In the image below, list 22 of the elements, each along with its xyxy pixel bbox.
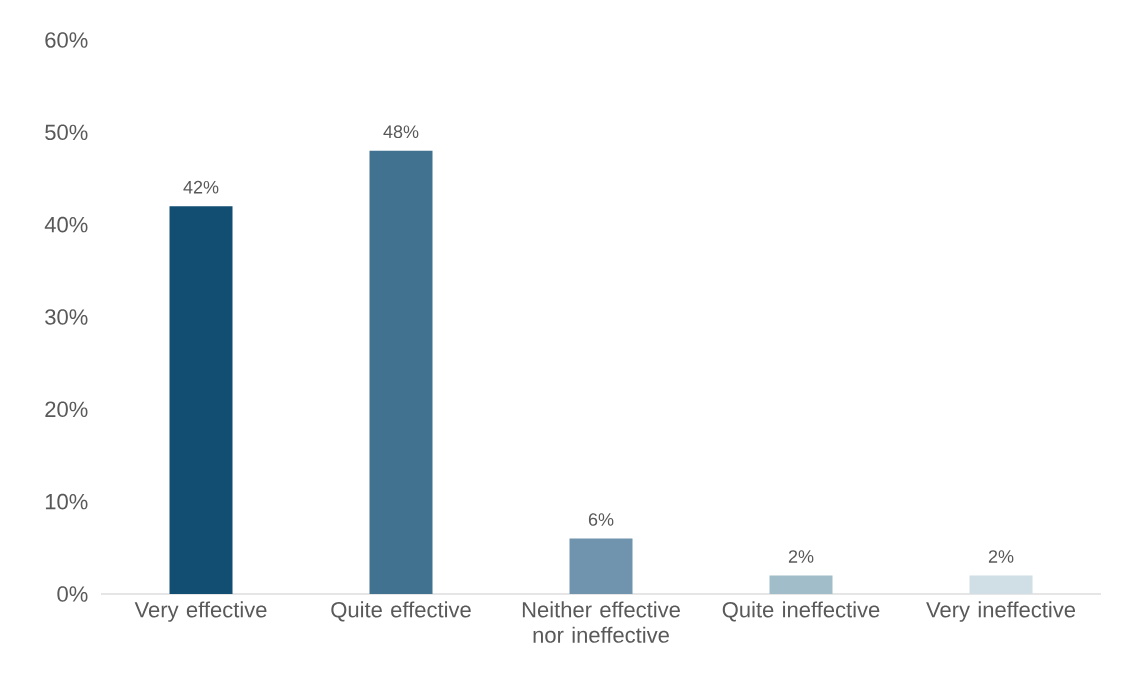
x-tick-label: Very effective (134, 601, 267, 622)
y-tick-label: 20% (45, 401, 88, 418)
bar (169, 206, 233, 594)
bar (369, 150, 433, 594)
x-tick-label: Neither effective nor ineffective (522, 601, 680, 643)
bar (769, 575, 833, 594)
y-tick-label: 30% (45, 309, 88, 325)
data-label: 48% (383, 125, 419, 139)
x-tick-label: Very ineffective (926, 601, 1076, 622)
data-label: 2% (788, 550, 814, 563)
y-tick-label: 10% (45, 493, 88, 510)
data-label: 42% (183, 180, 219, 194)
y-tick-label: 60% (45, 32, 88, 48)
bar (569, 538, 633, 594)
y-tick-label: 50% (45, 124, 88, 141)
bar (969, 575, 1033, 594)
x-tick-label: Quite effective (331, 601, 471, 622)
data-label: 6% (588, 513, 614, 526)
x-tick-label: Quite ineffective (722, 601, 880, 622)
y-tick-label: 40% (44, 216, 88, 233)
data-label: 2% (988, 550, 1014, 563)
y-tick-label: 0% (57, 586, 88, 602)
